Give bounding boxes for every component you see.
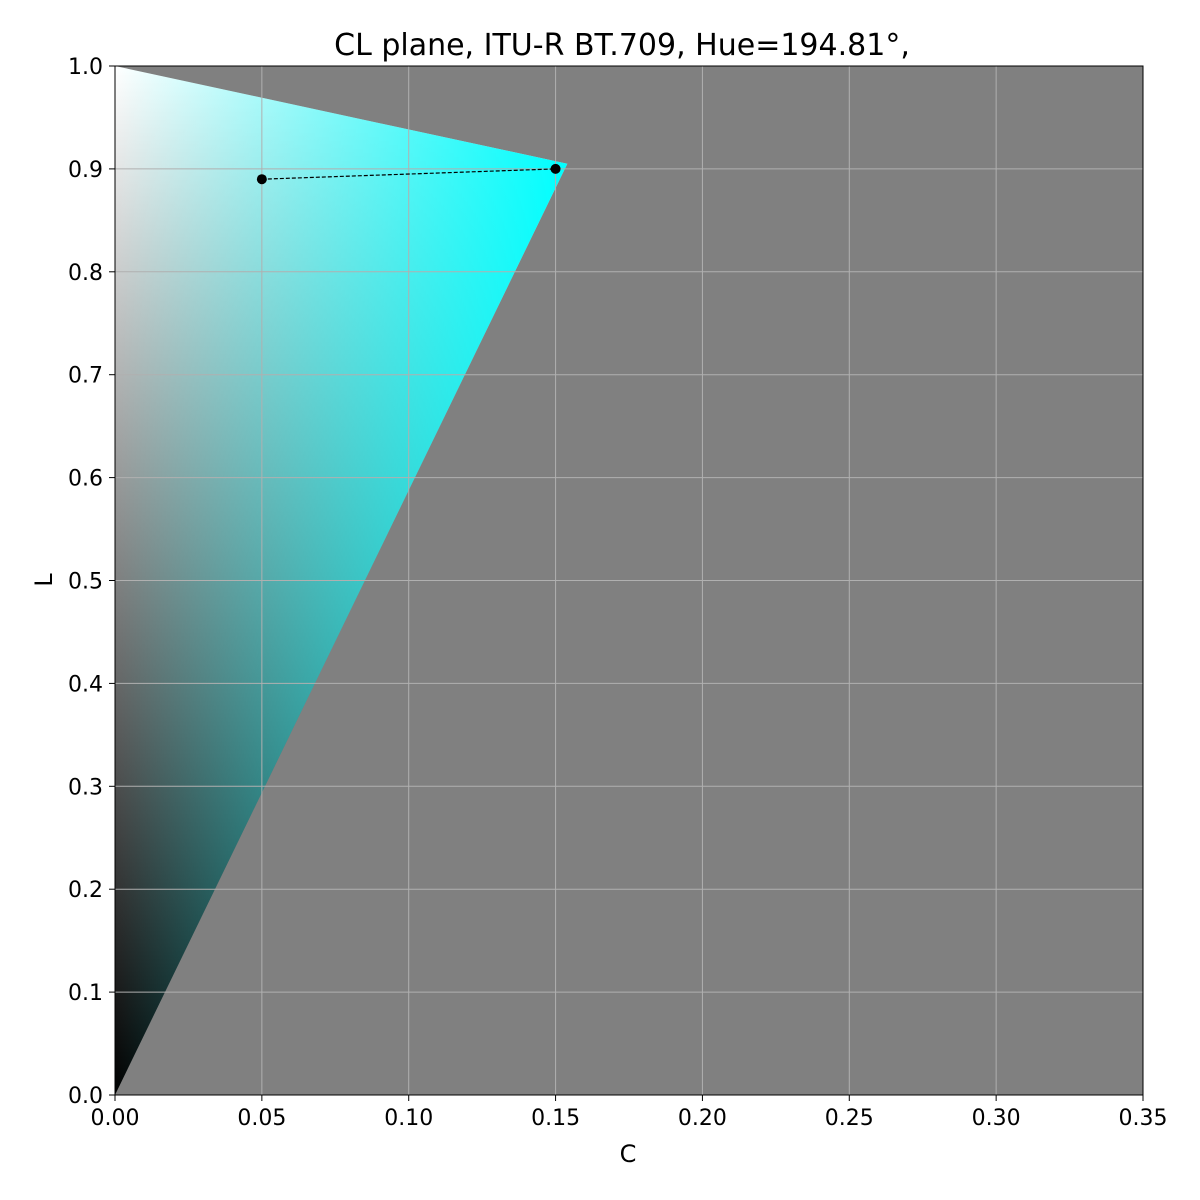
y-tick-label: 0.3 [68, 775, 103, 800]
data-point [256, 174, 267, 185]
y-tick-label: 0.8 [68, 261, 103, 286]
y-tick-label: 0.2 [68, 878, 103, 903]
x-tick-label: 0.20 [678, 1106, 727, 1131]
data-line [256, 163, 561, 185]
dashed-connector-line [261, 168, 556, 180]
y-tick-label: 0.6 [68, 467, 103, 492]
y-tick-label: 0.1 [68, 981, 103, 1006]
y-tick-label: 0.5 [68, 570, 103, 595]
x-tick-label: 0.05 [237, 1106, 286, 1131]
y-tick-label: 0.4 [68, 672, 103, 697]
y-tick-label: 0.7 [68, 364, 103, 389]
x-tick-label: 0.35 [1119, 1106, 1168, 1131]
x-tick-label: 0.15 [531, 1106, 580, 1131]
y-tick-label: 0.9 [68, 158, 103, 183]
chart-title: CL plane, ITU-R BT.709, Hue=194.81°, [334, 28, 910, 63]
x-axis-ticks: 0.00 0.05 0.10 0.15 0.20 0.25 0.30 0.35 [91, 1095, 1168, 1131]
x-axis-label: C [620, 1140, 637, 1168]
y-tick-label: 0.0 [68, 1084, 103, 1109]
y-axis-label: L [30, 573, 58, 587]
x-tick-label: 0.25 [825, 1106, 874, 1131]
data-point [550, 163, 561, 174]
y-axis-ticks: 0.0 0.1 0.2 0.3 0.4 0.5 0.6 0.7 0.8 0.9 1.0 [68, 55, 115, 1109]
y-tick-label: 1.0 [68, 55, 103, 80]
x-tick-label: 0.30 [972, 1106, 1021, 1131]
x-tick-label: 0.00 [91, 1106, 140, 1131]
x-tick-label: 0.10 [384, 1106, 433, 1131]
